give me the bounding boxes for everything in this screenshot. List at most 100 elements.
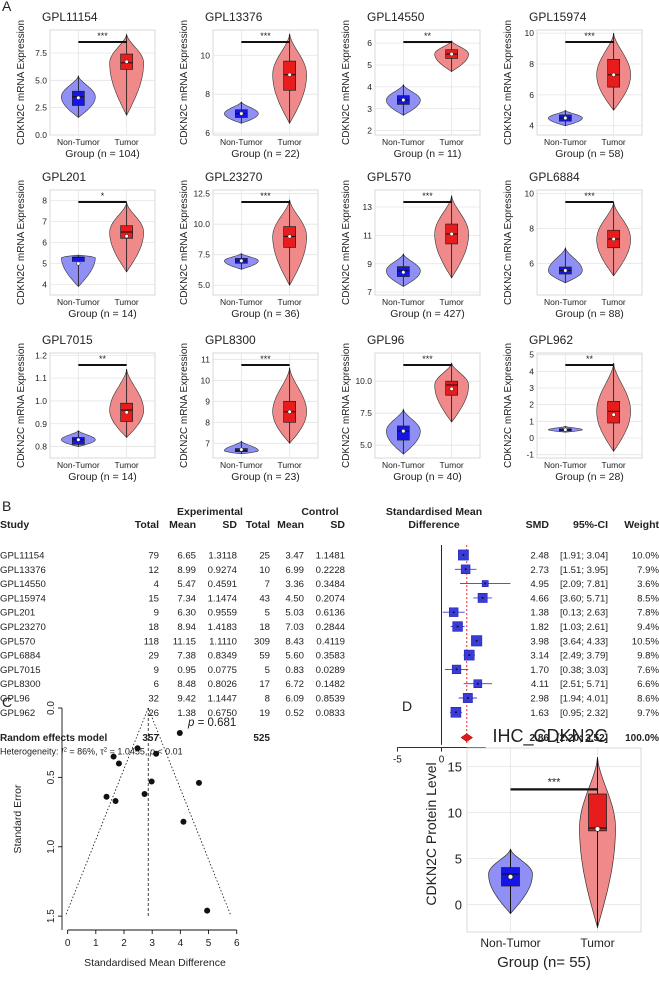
y-tick-label: 6 [367,38,372,48]
header-study: Study [0,519,29,531]
violin-subplot: 0.8 0.9 1.0 1.1 1.2 ** GPL7015 Non-Tumor TumorGr… [16,333,156,483]
c-total: 19 [259,708,270,719]
het-prefix: Heterogeneity: [0,747,61,757]
weight-value: 8.6% [637,694,659,705]
y-tick-label: 7.5 [35,48,47,58]
mean-point [124,59,129,64]
e-total: 4 [154,579,160,590]
ci-value: [1.51; 3.95] [560,565,608,576]
weight-value: 10.0% [632,551,659,562]
e-total: 9 [154,608,159,619]
y-axis-label: CDKN2C mRNA Expression [341,180,352,305]
x-tick-label: 3 [149,938,155,949]
study-point [180,818,187,825]
y-tick-label: 10.0 [193,219,210,229]
x-tick-label: Non-Tumor [382,460,425,470]
y-tick-label: 1.1 [35,373,47,383]
x-tick-label: Non-Tumor [382,297,425,307]
y-tick-label: 5.0 [198,280,210,290]
forest-row: GPL201 9 6.30 0.9559 5 5.03 0.6136 1.38 [0.13; 2… [0,607,659,619]
e-mean: 8.94 [177,622,196,633]
y-tick-label: 7 [205,438,210,448]
smd-value: 1.63 [530,708,549,719]
e-total: 6 [154,679,159,690]
x-axis-label: Group (n = 11) [394,148,462,160]
effect-point [468,654,471,657]
x-tick-label: Non-Tumor [220,137,263,147]
het-i-val: = 86%, [67,747,100,757]
c-mean: 7.03 [285,622,304,633]
e-mean: 8.48 [177,679,196,690]
ci-value: [2.49; 3.79] [560,651,608,662]
e-mean: 1.38 [177,708,196,719]
c-sd: 0.0833 [316,708,345,719]
c-sd: 0.4119 [316,636,345,647]
box [607,400,621,424]
summary-c-total: 525 [253,733,270,744]
e-total: 15 [148,593,159,604]
y-tick-label: 2 [529,400,534,410]
header-weight: Weight [624,519,659,531]
c-mean: 8.43 [285,636,304,647]
effect-point [455,668,458,671]
effect-point [454,711,457,714]
funnel-left [65,707,149,917]
e-total: 32 [148,694,159,705]
study-name: GPL6884 [0,651,41,662]
mean-point [287,72,292,77]
y-tick-label: 0.5 [46,770,57,784]
effect-point [475,639,478,642]
subplot-title: GPL23270 [205,170,263,184]
y-tick-label: 10.0 [355,376,372,386]
y-tick-label: 5 [529,350,534,360]
significance-label: *** [422,191,433,201]
c-total: 25 [259,551,270,562]
c-total: 59 [259,651,270,662]
e-sd: 1.1447 [208,694,237,705]
panel-c-funnel-plot: C 0.0 0.5 1.0 1.5 0 1 2 3 4 5 6 p = 0.681 Standardise… [2,694,240,969]
c-mean: 6.99 [285,565,304,576]
forest-row: GPL7015 9 0.95 0.0775 5 0.83 0.0289 1.70 [0.38; … [0,664,659,676]
e-total: 26 [148,708,159,719]
effect-point [466,697,469,699]
y-tick-label: 4 [529,121,534,131]
x-tick-label: 0 [65,938,71,949]
header-c-total: Total [246,519,270,531]
header-smd: SMD [526,519,550,531]
p-value: = 0.681 [194,717,236,729]
forest-row: GPL570 118 11.15 1.1110 309 8.43 0.4119 3.98 [3.… [0,635,659,647]
c-mean: 4.50 [285,593,304,604]
study-point [110,753,117,760]
y-tick-label: 2 [367,126,372,136]
y-tick-label: 4 [367,82,372,92]
weight-value: 3.6% [637,579,659,590]
subplot-title: GPL14550 [367,10,425,24]
e-mean: 9.42 [177,694,196,705]
study-point [148,778,155,785]
y-axis-label: CDKN2C Protein Level [423,762,439,905]
x-axis-label: Group (n = 88) [555,308,624,320]
y-tick-label: 9 [367,259,372,269]
y-tick-label: 0 [455,897,462,912]
smd-value: 3.98 [530,636,549,647]
c-mean: 0.52 [285,708,304,719]
weight-value: 7.8% [637,608,659,619]
effect-point [464,568,467,571]
violin-subplot: 0.0 2.5 5.0 7.5 *** GPL11154 Non-Tumor TumorGro… [16,10,156,160]
x-tick-label: Tumor [115,137,139,147]
x-axis-label: Group (n = 14) [68,308,137,320]
mean-point [507,874,514,880]
c-sd: 1.1481 [316,551,345,562]
x-axis-label: Group (n = 40) [393,471,462,483]
mean-point [287,409,292,414]
mean-point [287,234,292,239]
x-tick-label: Non-Tumor [57,460,100,470]
e-total: 9 [154,665,159,676]
c-mean: 0.83 [285,665,304,676]
p-value-label: p = 0.681 [187,717,236,729]
e-total: 118 [144,636,159,647]
funnel-right [147,707,232,917]
x-tick-label: 0 [439,755,445,766]
